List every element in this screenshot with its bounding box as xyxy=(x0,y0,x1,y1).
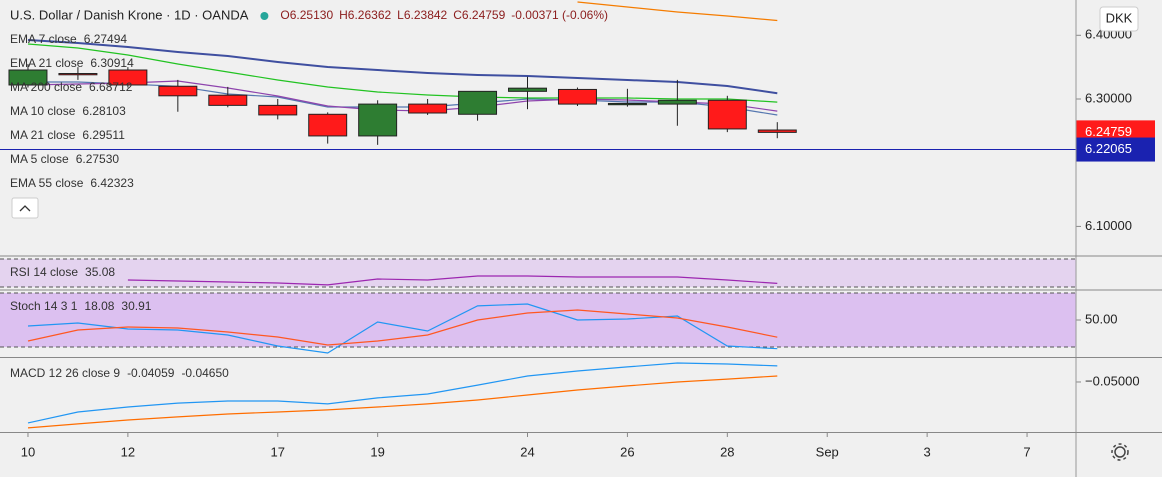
candle-body xyxy=(208,94,248,106)
indicator-line xyxy=(27,375,778,429)
currency-label: DKK xyxy=(1106,10,1133,25)
legend-value: 30.91 xyxy=(121,299,151,313)
x-tick-label: 28 xyxy=(720,444,734,459)
indicator-line xyxy=(27,43,778,103)
pane-title: RSI 14 close xyxy=(10,265,78,279)
ohlc-value: C6.24759 xyxy=(453,8,505,22)
legend-name: MA 5 close xyxy=(10,152,69,166)
settings-gear[interactable] xyxy=(1111,443,1129,461)
status-dot xyxy=(260,12,269,20)
legend-value: -0.04650 xyxy=(181,366,229,380)
x-tick-label: 26 xyxy=(620,444,634,459)
indicator-line xyxy=(27,80,778,112)
candle-body xyxy=(757,129,797,133)
candle-body xyxy=(707,99,747,130)
band-fill xyxy=(0,292,1076,348)
candle-body xyxy=(308,113,348,137)
legend-name: MA 200 close xyxy=(10,80,82,94)
legend-value: -0.04059 xyxy=(127,366,175,380)
x-tick-label: 10 xyxy=(21,444,35,459)
candle-body xyxy=(8,69,48,86)
chart-title: U.S. Dollar / Danish Krone · 1D · OANDA xyxy=(10,7,249,22)
pane xyxy=(0,258,1076,288)
legend-value: 6.27530 xyxy=(76,152,120,166)
x-tick-label: 3 xyxy=(924,444,931,459)
indicator-line xyxy=(27,309,778,346)
candle-body xyxy=(607,102,647,106)
y-tick-label: 50.00 xyxy=(1085,311,1118,326)
collapse-button[interactable] xyxy=(11,197,39,219)
legend-value: 6.42323 xyxy=(90,176,134,190)
legend-value: 6.28103 xyxy=(82,104,126,118)
indicator-line xyxy=(27,39,778,95)
y-tick-label: 6.30000 xyxy=(1085,90,1132,105)
price-line-label: 6.22065 xyxy=(1085,141,1132,156)
legend-value: 6.30914 xyxy=(90,56,134,70)
candle-body xyxy=(508,87,547,92)
candle-body xyxy=(158,85,198,97)
x-tick-label: Sep xyxy=(816,444,839,459)
layer: 10 12 17 19 24 26 28 Sep 3 76.400006.300006.10000… xyxy=(0,1,1155,459)
ohlc-value: O6.25130 xyxy=(280,8,333,22)
ohlc-value: H6.26362 xyxy=(339,8,391,22)
candle-body xyxy=(408,103,448,114)
candle-body xyxy=(657,99,697,105)
pane xyxy=(27,362,778,429)
pane-title: Stoch 14 3 1 xyxy=(10,299,78,313)
pane xyxy=(8,1,797,145)
indicator-line xyxy=(127,275,778,286)
price-line-box xyxy=(1076,137,1155,162)
indicator-line xyxy=(577,1,778,22)
indicator-line xyxy=(28,81,778,116)
x-tick-label: 19 xyxy=(370,444,384,459)
legend-value: 6.27494 xyxy=(84,32,128,46)
last-price-label: 6.24759 xyxy=(1085,124,1132,139)
legend-name: EMA 7 close xyxy=(10,32,77,46)
legend-name: EMA 21 close xyxy=(10,56,84,70)
indicator-line xyxy=(27,362,778,424)
ohlc-value: L6.23842 xyxy=(397,8,447,22)
indicator-line xyxy=(27,303,778,354)
legend-name: MA 10 close xyxy=(10,104,76,118)
candle-body xyxy=(358,103,398,137)
candle-body xyxy=(108,69,148,86)
candle-body xyxy=(458,90,498,115)
candle-body xyxy=(258,104,298,116)
legend-value: 35.08 xyxy=(85,265,115,279)
currency-box xyxy=(1099,6,1139,32)
candle-body xyxy=(557,88,597,105)
y-tick-label: 6.10000 xyxy=(1085,218,1132,233)
x-tick-label: 17 xyxy=(271,444,285,459)
legend-value: 6.68712 xyxy=(89,80,133,94)
band-fill xyxy=(0,259,1076,287)
legend-value: 18.08 xyxy=(84,299,114,313)
ohlc-value: -0.00371 (-0.06%) xyxy=(511,8,608,22)
x-tick-label: 7 xyxy=(1023,444,1030,459)
legend-value: 6.29511 xyxy=(82,128,125,142)
y-tick-label: −0.05000 xyxy=(1085,373,1140,388)
legend-name: EMA 55 close xyxy=(10,176,84,190)
pane-title: MACD 12 26 close 9 xyxy=(10,366,120,380)
x-tick-label: 24 xyxy=(520,444,534,459)
legend-name: MA 21 close xyxy=(10,128,76,142)
candle-body xyxy=(58,73,98,76)
pane xyxy=(0,292,1076,354)
x-tick-label: 12 xyxy=(121,444,135,459)
